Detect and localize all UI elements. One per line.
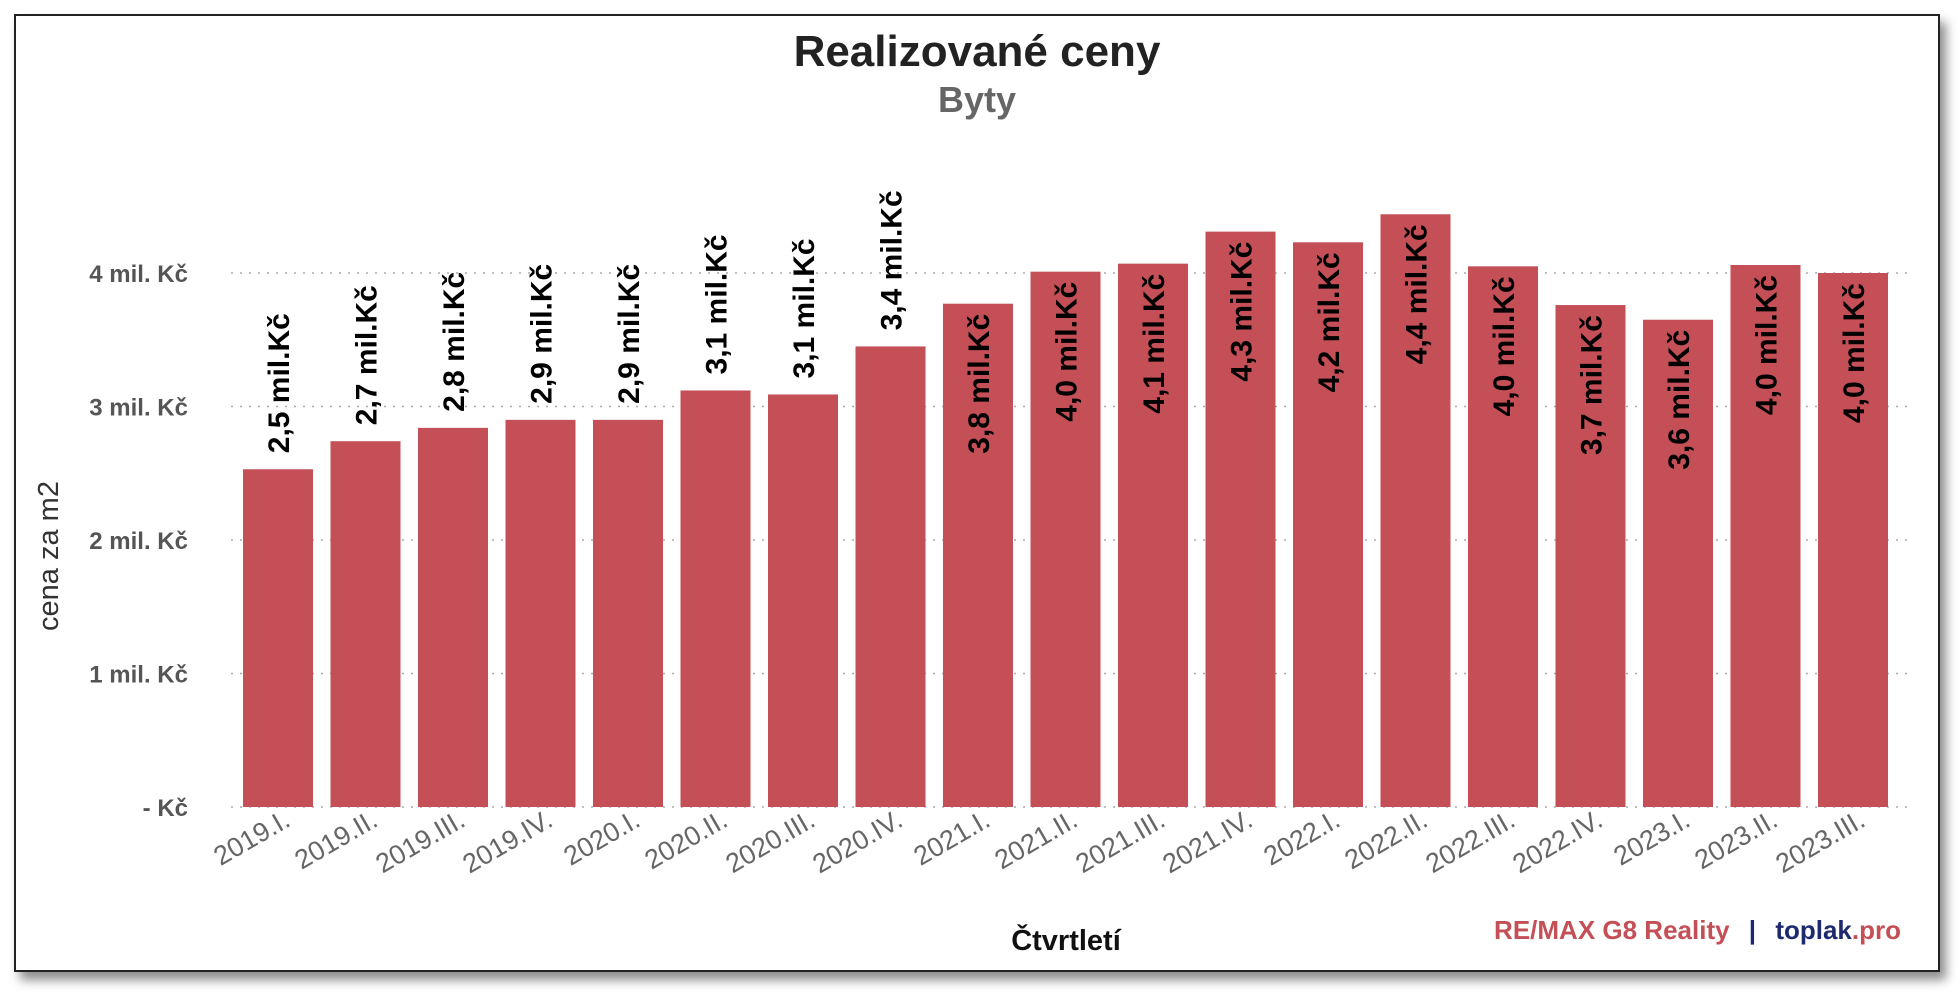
data-label: 4,0 mil.Kč [1051, 282, 1084, 422]
bars [243, 214, 1888, 808]
bar [243, 469, 313, 807]
x-tick-label: 2023.II. [1689, 804, 1782, 875]
chart-frame: Realizované ceny Byty - Kč 1 mil. Kč 2 mil… [14, 14, 1940, 972]
watermark-domain: .pro [1852, 915, 1901, 945]
data-label: 2,9 mil.Kč [613, 264, 646, 404]
x-tick-label: 2021.IV. [1158, 804, 1258, 879]
data-label: 2,7 mil.Kč [351, 285, 384, 425]
data-label: 3,6 mil.Kč [1663, 330, 1696, 470]
bar [593, 419, 663, 807]
data-label: 3,7 mil.Kč [1576, 315, 1609, 455]
bar [768, 394, 838, 807]
chart-title: Realizované ceny [794, 27, 1161, 76]
bar [418, 427, 488, 807]
bar [1555, 305, 1626, 807]
y-tick-label: 2 mil. Kč [89, 528, 188, 555]
y-tick-label: - Kč [143, 795, 188, 822]
y-axis-label: cena za m2 [33, 481, 65, 631]
bar [1730, 264, 1801, 807]
data-label: 3,4 mil.Kč [876, 190, 909, 330]
data-label: 3,1 mil.Kč [701, 234, 734, 374]
data-label: 2,9 mil.Kč [526, 264, 559, 404]
data-label: 3,1 mil.Kč [788, 238, 821, 378]
y-axis-ticks: - Kč 1 mil. Kč 2 mil. Kč 3 mil. Kč 4 mil. Kč [89, 261, 188, 822]
bar [505, 419, 576, 807]
x-tick-label: 2023.I. [1608, 804, 1695, 871]
x-axis-label: Čtvrtletí [1011, 923, 1122, 957]
x-tick-label: 2019.II. [289, 804, 382, 875]
bar [1818, 273, 1888, 807]
bar [1468, 266, 1538, 807]
bar [1293, 242, 1363, 808]
y-tick-label: 3 mil. Kč [89, 395, 188, 422]
x-tick-label: 2020.II. [639, 804, 732, 875]
x-tick-label: 2022.II. [1339, 804, 1432, 875]
x-tick-label: 2022.I. [1258, 804, 1345, 871]
x-tick-label: 2019.III. [370, 804, 470, 879]
x-tick-label: 2022.IV. [1508, 804, 1608, 879]
data-label: 4,0 mil.Kč [1751, 275, 1784, 415]
x-tick-label: 2023.III. [1770, 804, 1870, 879]
bar-chart: Realizované ceny Byty - Kč 1 mil. Kč 2 mil… [33, 27, 1911, 957]
y-tick-label: 4 mil. Kč [89, 261, 188, 288]
data-label: 2,8 mil.Kč [438, 272, 471, 412]
watermark-separator: | [1749, 915, 1756, 945]
bar [1205, 231, 1276, 808]
data-label: 2,5 mil.Kč [263, 313, 296, 453]
y-tick-label: 1 mil. Kč [89, 662, 188, 689]
watermark: RE/MAX G8 Reality | toplak.pro [1494, 915, 1901, 945]
x-tick-label: 2021.III. [1070, 804, 1170, 879]
bar [1380, 214, 1451, 807]
data-label: 4,4 mil.Kč [1401, 224, 1434, 364]
bar [1030, 271, 1101, 807]
data-label: 3,8 mil.Kč [963, 314, 996, 454]
bar [330, 441, 401, 807]
data-label: 4,3 mil.Kč [1226, 242, 1259, 382]
watermark-brand: RE/MAX G8 Reality [1494, 915, 1730, 945]
x-tick-label: 2019.I. [208, 804, 295, 871]
data-label: 4,2 mil.Kč [1313, 252, 1346, 392]
chart-subtitle: Byty [938, 79, 1016, 120]
data-label: 4,0 mil.Kč [1838, 283, 1871, 423]
bar [1643, 319, 1713, 807]
bar [680, 390, 751, 807]
x-tick-label: 2020.I. [558, 804, 645, 871]
x-tick-label: 2021.I. [908, 804, 995, 871]
x-tick-label: 2020.IV. [808, 804, 908, 879]
x-tick-label: 2021.II. [989, 804, 1082, 875]
x-axis-ticks: 2019.I.2019.II.2019.III.2019.IV. 2020.I.2… [208, 804, 1870, 879]
bar [1118, 263, 1188, 807]
x-tick-label: 2020.III. [720, 804, 820, 879]
data-label: 4,1 mil.Kč [1138, 274, 1171, 414]
x-tick-label: 2022.III. [1420, 804, 1520, 879]
bar [943, 303, 1013, 807]
bar [855, 346, 926, 807]
watermark-site: toplak [1775, 915, 1852, 945]
x-tick-label: 2019.IV. [458, 804, 558, 879]
data-label: 4,0 mil.Kč [1488, 276, 1521, 416]
data-labels: 2,5 mil.Kč 2,7 mil.Kč 2,8 mil.Kč 2,9 mil.Kč… [263, 190, 1871, 469]
